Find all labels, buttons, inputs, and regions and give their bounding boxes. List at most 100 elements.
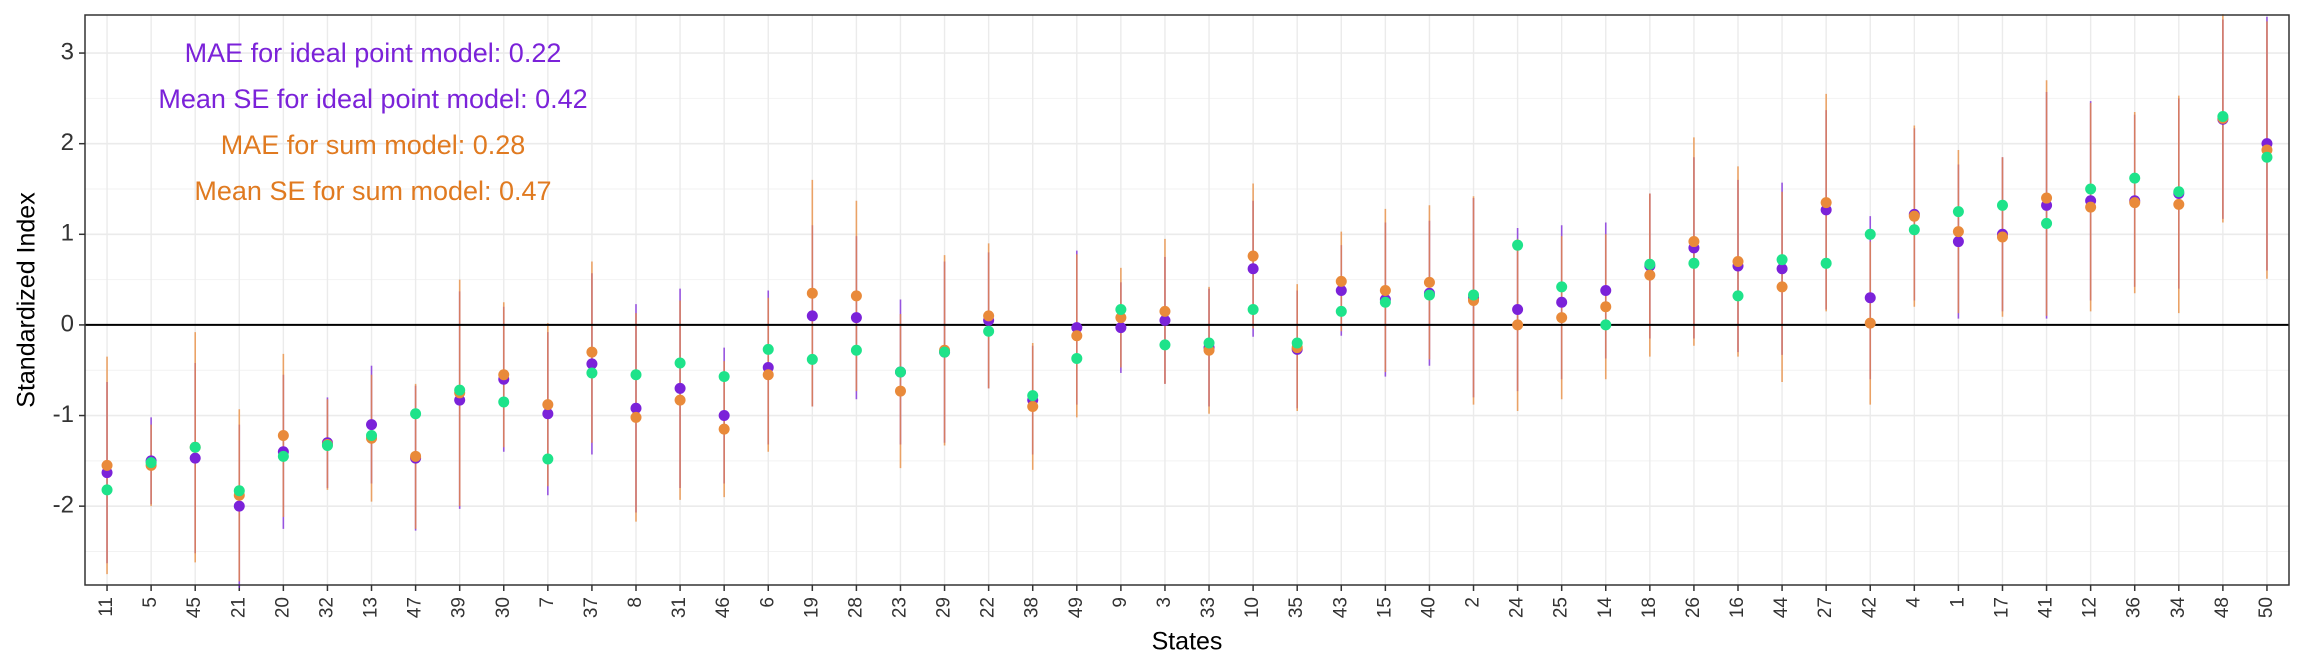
annotation: MAE for ideal point model: 0.22	[185, 38, 562, 68]
point	[1600, 319, 1612, 331]
point	[1247, 263, 1259, 275]
x-tick-label: 48	[2212, 597, 2233, 618]
point	[1820, 257, 1832, 269]
point	[233, 500, 245, 512]
x-tick-label: 38	[1022, 597, 1043, 618]
x-tick-label: 20	[272, 597, 293, 618]
point	[1688, 236, 1700, 248]
x-tick-label: 39	[449, 597, 470, 618]
point	[189, 441, 201, 453]
x-tick-label: 12	[2080, 597, 2101, 618]
point	[2261, 151, 2273, 163]
point	[1203, 337, 1215, 349]
y-tick-label: 3	[61, 38, 74, 65]
y-tick-label: -2	[53, 492, 74, 519]
x-tick-label: 15	[1374, 597, 1395, 618]
point	[1512, 304, 1524, 316]
point	[189, 452, 201, 464]
point	[1159, 314, 1171, 326]
point	[983, 325, 995, 337]
point	[321, 439, 333, 451]
x-tick-label: 26	[1683, 597, 1704, 618]
point	[1644, 258, 1656, 270]
point	[718, 423, 730, 435]
point	[366, 419, 378, 431]
point	[1247, 250, 1259, 262]
point	[1115, 322, 1127, 334]
point	[2173, 186, 2185, 198]
x-tick-label: 40	[1418, 597, 1439, 618]
point	[2041, 192, 2053, 204]
point	[983, 310, 995, 322]
x-tick-label: 23	[889, 597, 910, 618]
point	[1423, 289, 1435, 301]
point	[630, 411, 642, 423]
x-tick-label: 29	[934, 597, 955, 618]
point	[630, 369, 642, 381]
y-tick-label: 1	[61, 220, 74, 247]
point	[1379, 284, 1391, 296]
point	[1159, 305, 1171, 317]
point	[762, 343, 774, 355]
point	[1556, 312, 1568, 324]
point	[850, 312, 862, 324]
x-tick-label: 9	[1110, 597, 1131, 608]
point	[1908, 224, 1920, 236]
point	[1115, 304, 1127, 316]
x-tick-label: 21	[228, 597, 249, 618]
point	[410, 408, 422, 420]
point	[1247, 304, 1259, 316]
x-tick-label: 33	[1198, 597, 1219, 618]
x-tick-label: 44	[1771, 597, 1792, 619]
point	[101, 484, 113, 496]
x-tick-label: 13	[361, 597, 382, 618]
x-tick-label: 46	[713, 597, 734, 618]
x-tick-label: 42	[1859, 597, 1880, 618]
annotation: MAE for sum model: 0.28	[221, 130, 526, 160]
point	[939, 346, 951, 358]
x-tick-label: 43	[1330, 597, 1351, 618]
annotation: Mean SE for sum model: 0.47	[194, 176, 551, 206]
point	[850, 290, 862, 302]
point	[1908, 210, 1920, 222]
point	[1864, 292, 1876, 304]
x-tick-label: 1	[1947, 597, 1968, 608]
point	[1115, 312, 1127, 324]
point	[1071, 322, 1083, 334]
point	[1776, 254, 1788, 266]
point	[894, 366, 906, 378]
point	[2085, 183, 2097, 195]
annotation: Mean SE for ideal point model: 0.42	[158, 84, 587, 114]
point	[1556, 281, 1568, 293]
x-tick-label: 19	[801, 597, 822, 618]
x-tick-label: 3	[1154, 597, 1175, 608]
point	[1512, 239, 1524, 251]
point	[1600, 301, 1612, 313]
point	[2129, 197, 2141, 209]
x-tick-label: 10	[1242, 597, 1263, 618]
point	[2085, 201, 2097, 213]
point	[1732, 290, 1744, 302]
point	[1159, 339, 1171, 351]
x-tick-label: 28	[845, 597, 866, 618]
x-tick-label: 11	[96, 597, 117, 617]
point	[2217, 110, 2229, 122]
point	[1644, 269, 1656, 281]
point	[1512, 319, 1524, 331]
point	[1776, 263, 1788, 275]
point	[542, 453, 554, 465]
point	[1864, 228, 1876, 240]
point	[1468, 289, 1480, 301]
x-axis-title: States	[1152, 628, 1223, 656]
point	[1379, 296, 1391, 308]
point	[2173, 198, 2185, 210]
x-tick-label: 37	[581, 597, 602, 618]
x-tick-label: 24	[1507, 597, 1528, 619]
point	[1423, 276, 1435, 288]
x-tick-label: 5	[140, 597, 161, 608]
x-tick-label: 2	[1463, 597, 1484, 608]
point	[1600, 284, 1612, 296]
point	[1335, 305, 1347, 317]
point	[718, 371, 730, 383]
